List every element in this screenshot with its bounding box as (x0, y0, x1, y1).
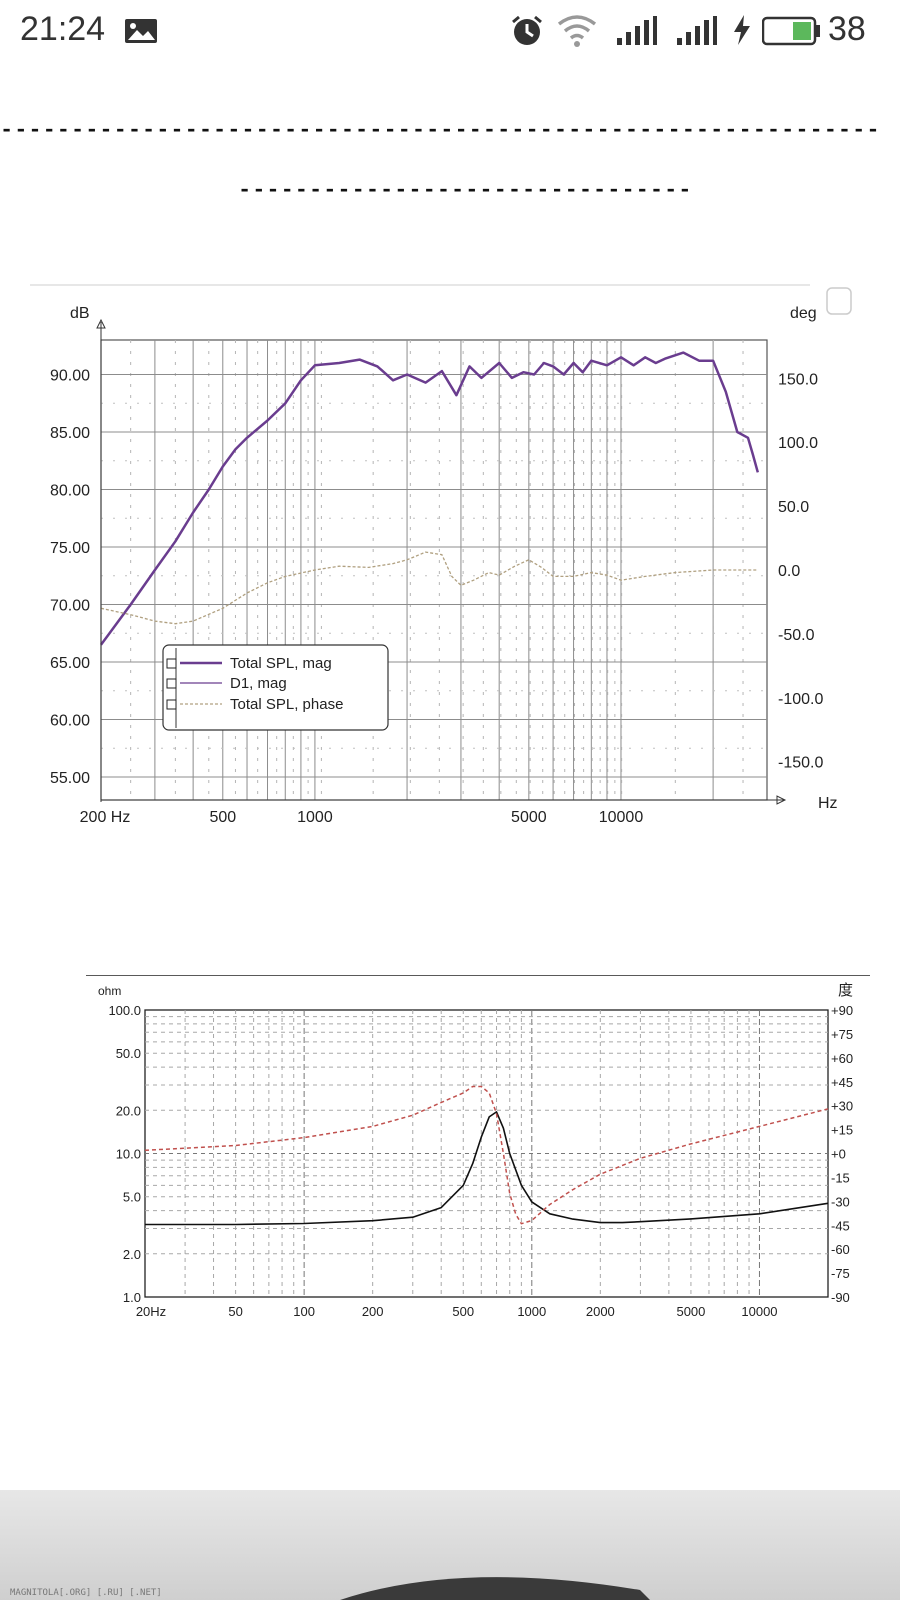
series-line-2 (100, 351, 759, 646)
x-tick-label: 5000 (511, 809, 547, 826)
y2-tick-label: -75 (831, 1266, 850, 1281)
x-tick-label: 5000 (676, 1304, 705, 1319)
y-axis-label: ohm (98, 984, 121, 998)
x-tick-label: 100 (293, 1304, 315, 1319)
status-bar: 21:24 38 (0, 0, 900, 64)
y-tick-label: 20.0 (116, 1103, 141, 1118)
y-tick-label: 55.00 (50, 770, 90, 787)
speaker-photo (0, 1490, 900, 1600)
separator-line: -------------------------------- (238, 178, 693, 203)
y-tick-label: 100.0 (108, 1003, 141, 1018)
y2-tick-label: -30 (831, 1194, 850, 1209)
y2-tick-label: 150.0 (778, 371, 818, 388)
x-tick-label: 10000 (741, 1304, 777, 1319)
y-axis-label: dB (70, 305, 90, 322)
y2-tick-label: +90 (831, 1003, 853, 1018)
y-tick-label: 1.0 (123, 1290, 141, 1305)
y2-tick-label: +60 (831, 1051, 853, 1066)
x-tick-label: 1000 (297, 809, 333, 826)
y-tick-label: 90.00 (50, 368, 90, 385)
y2-tick-label: -90 (831, 1290, 850, 1305)
y2-tick-label: 50.0 (778, 499, 809, 516)
y-tick-label: 70.00 (50, 598, 90, 615)
y2-tick-label: -100.0 (778, 691, 823, 708)
y2-tick-label: 0.0 (778, 563, 800, 580)
y2-tick-label: -50.0 (778, 627, 815, 644)
series-line-3 (100, 551, 758, 625)
x-tick-label: 500 (209, 809, 236, 826)
y2-tick-label: -150.0 (778, 755, 823, 772)
x-tick-label: 20Hz (136, 1304, 166, 1319)
y2-tick-label: -15 (831, 1170, 850, 1185)
y2-tick-label: +45 (831, 1075, 853, 1090)
y-tick-label: 80.00 (50, 483, 90, 500)
legend-entry: Total SPL, mag (230, 655, 332, 672)
checkbox-icon[interactable] (826, 287, 852, 315)
x-tick-label: 1000 (517, 1304, 546, 1319)
x-tick-label: 500 (452, 1304, 474, 1319)
legend-entry: D1, mag (230, 675, 287, 692)
signal-icon (617, 16, 657, 45)
y2-tick-label: +0 (831, 1147, 846, 1162)
separator-line: ----------------------------------------… (0, 118, 881, 143)
x-tick-label: 2000 (586, 1304, 615, 1319)
image-icon (125, 19, 157, 43)
battery-level: 38 (828, 10, 866, 48)
y-tick-label: 5.0 (123, 1190, 141, 1205)
x-axis-label: Hz (818, 795, 838, 812)
watermark: MAGNITOLA[.ORG] [.RU] [.NET] (10, 1588, 162, 1598)
y-tick-label: 75.00 (50, 540, 90, 557)
x-tick-label: 200 Hz (80, 809, 131, 826)
impedance-chart: 100.0 50.0 20.0 10.0 5.0 2.0 1.0 +90 +75 +60 +45 +3… (86, 975, 870, 1319)
legend-entry: Total SPL, phase (230, 696, 343, 713)
y-tick-label: 50.0 (116, 1046, 141, 1061)
x-tick-label: 50 (228, 1304, 242, 1319)
y2-tick-label: +15 (831, 1123, 853, 1138)
y-tick-label: 2.0 (123, 1247, 141, 1262)
axis-arrow-icon (96, 318, 106, 329)
y2-tick-label: +75 (831, 1027, 853, 1042)
y2-tick-label: -60 (831, 1242, 850, 1257)
wifi-icon (557, 15, 597, 47)
y2-tick-label: -45 (831, 1218, 850, 1233)
alarm-icon (512, 15, 542, 45)
chart-legend: Total SPL, mag D1, mag Total SPL, phase (162, 644, 389, 731)
status-time: 21:24 (20, 10, 106, 48)
y2-tick-label: +30 (831, 1099, 853, 1114)
y-tick-label: 10.0 (116, 1147, 141, 1162)
legend-checkbox-icon[interactable] (166, 678, 177, 689)
x-tick-label: 10000 (599, 809, 644, 826)
y2-axis-label: deg (790, 305, 817, 322)
legend-checkbox-icon[interactable] (166, 699, 177, 710)
spl-frequency-chart: 90.00 85.00 80.00 75.00 70.00 65.00 60.00 55.00… (30, 284, 852, 826)
legend-checkbox-icon[interactable] (166, 658, 177, 669)
axis-arrow-icon (776, 795, 787, 805)
battery-icon (762, 16, 820, 46)
impedance-line (145, 1111, 829, 1226)
charging-icon (734, 15, 750, 45)
y-tick-label: 65.00 (50, 655, 90, 672)
signal-icon (677, 16, 717, 45)
y-tick-label: 60.00 (50, 713, 90, 730)
x-tick-label: 200 (362, 1304, 384, 1319)
y2-axis-label: 度 (838, 982, 853, 999)
y2-tick-label: 100.0 (778, 435, 818, 452)
y-tick-label: 85.00 (50, 425, 90, 442)
